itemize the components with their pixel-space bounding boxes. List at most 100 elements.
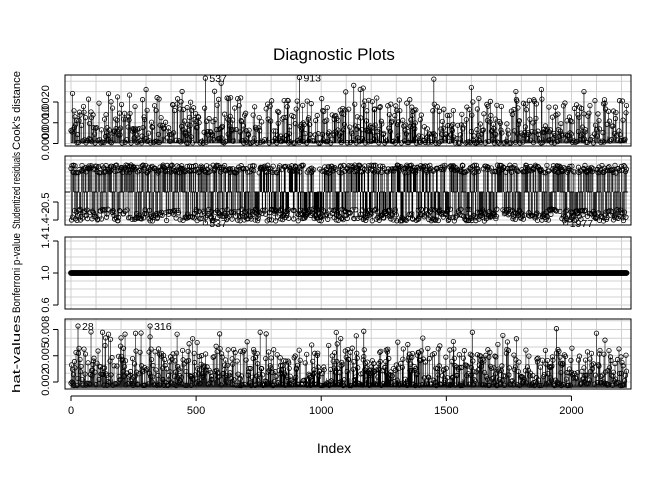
cooks-point — [430, 108, 436, 114]
residual-point — [322, 213, 328, 219]
cooks-point — [346, 106, 352, 112]
cooks-point — [211, 137, 217, 143]
cooks-point — [481, 111, 487, 117]
panel-data — [68, 270, 630, 276]
residual-point — [390, 217, 396, 223]
residual-point — [194, 208, 200, 214]
cooks-point — [386, 112, 392, 118]
residual-point — [177, 217, 183, 223]
cooks-point — [98, 127, 105, 133]
cooks-point — [441, 106, 447, 112]
residual-point — [387, 207, 393, 213]
cooks-point — [351, 82, 357, 88]
cooks-point — [171, 107, 178, 114]
cooks-point — [329, 112, 335, 118]
cooks-point — [560, 103, 567, 109]
cooks-point — [447, 112, 453, 118]
residual-point — [357, 162, 363, 168]
cooks-point — [73, 117, 80, 123]
cooks-point — [371, 106, 377, 113]
cooks-point — [132, 103, 138, 110]
residual-point — [393, 212, 399, 218]
cooks-point — [568, 131, 575, 137]
cooks-point — [158, 115, 164, 121]
cooks-point — [324, 104, 330, 111]
cooks-point — [451, 134, 457, 140]
residual-point — [273, 218, 279, 224]
cooks-point — [586, 110, 592, 116]
cooks-point — [498, 103, 504, 110]
cooks-point — [587, 103, 593, 109]
residual-point — [105, 206, 111, 212]
cooks-point — [183, 132, 189, 139]
residual-point — [98, 216, 105, 222]
cooks-point — [522, 124, 529, 130]
cooks-point — [357, 86, 363, 93]
cooks-point — [196, 120, 202, 126]
cooks-point — [76, 118, 82, 124]
residual-point — [379, 169, 385, 175]
residual-point — [221, 213, 227, 219]
cooks-point — [610, 123, 616, 129]
residual-point — [229, 216, 235, 222]
cooks-point — [619, 98, 626, 104]
cooks-point — [236, 103, 242, 109]
cooks-point — [379, 121, 385, 127]
residual-point — [259, 210, 265, 217]
cooks-point — [444, 112, 450, 119]
residual-point — [365, 165, 371, 171]
residual-point — [318, 218, 324, 224]
cooks-point — [523, 101, 529, 107]
residual-point — [113, 162, 120, 168]
cooks-point — [438, 126, 444, 132]
cooks-point — [592, 98, 598, 104]
residual-point — [358, 211, 364, 217]
cooks-point — [463, 117, 469, 123]
residual-point — [363, 217, 369, 224]
cooks-point — [468, 84, 474, 91]
cooks-point — [593, 127, 600, 133]
residual-point — [345, 210, 351, 217]
cooks-point — [102, 133, 109, 139]
cooks-point — [271, 128, 277, 134]
residual-point — [344, 215, 350, 221]
cooks-point — [526, 131, 532, 137]
cooks-point — [108, 140, 115, 146]
residual-point — [311, 167, 317, 173]
cooks-point — [201, 129, 207, 135]
cooks-point — [174, 101, 180, 107]
cooks-point — [178, 99, 184, 105]
cooks-point — [116, 126, 122, 133]
residual-point — [283, 163, 289, 169]
cooks-point — [143, 86, 149, 93]
cooks-point — [404, 100, 410, 106]
residual-point — [117, 208, 123, 214]
chart-title: Diagnostic Plots — [273, 45, 395, 64]
cooks-point — [333, 113, 339, 119]
cooks-point — [389, 118, 395, 124]
cooks-point — [149, 124, 155, 130]
cooks-point — [335, 127, 341, 133]
cooks-point — [237, 129, 243, 135]
cooks-point — [162, 119, 169, 125]
cooks-point — [417, 117, 423, 123]
cooks-point — [354, 114, 360, 120]
residual-point — [178, 163, 185, 169]
residual-point — [151, 165, 158, 171]
cooks-point — [179, 88, 185, 95]
panel-data — [65, 162, 631, 226]
cooks-point — [281, 114, 287, 121]
cooks-point — [476, 95, 482, 102]
cooks-point — [77, 112, 83, 118]
cooks-point — [159, 123, 166, 129]
cooks-point — [479, 128, 485, 134]
residual-point — [103, 214, 110, 220]
residual-point — [143, 212, 150, 218]
residual-point — [72, 163, 78, 169]
residual-point — [115, 218, 121, 224]
residual-point — [275, 167, 281, 173]
cooks-point — [319, 131, 325, 137]
